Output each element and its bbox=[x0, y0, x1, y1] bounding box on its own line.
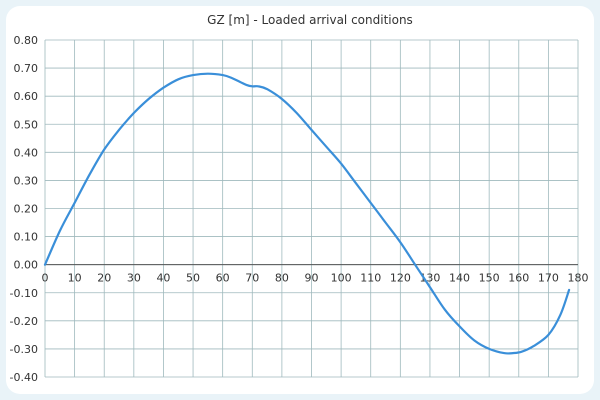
y-tick-label: 0.10 bbox=[14, 231, 39, 244]
y-tick-label: 0.00 bbox=[14, 259, 39, 272]
series-group bbox=[43, 72, 571, 355]
tick-labels: 0.80 0.70 0.60 0.50 0.40 0.30 0.20 0.10 0.00 -0.1… bbox=[10, 34, 589, 384]
y-tick-label: -0.30 bbox=[10, 343, 38, 356]
x-tick-label: 140 bbox=[449, 272, 470, 285]
y-tick-label: 0.40 bbox=[14, 146, 39, 159]
gz-series-line bbox=[43, 72, 571, 355]
x-tick-label: 40 bbox=[156, 272, 170, 285]
x-tick-label: 90 bbox=[305, 272, 319, 285]
x-tick-label: 150 bbox=[479, 272, 500, 285]
x-tick-label: 160 bbox=[508, 272, 529, 285]
x-tick-label: 30 bbox=[127, 272, 141, 285]
x-tick-label: 110 bbox=[360, 272, 381, 285]
x-tick-label: 100 bbox=[331, 272, 352, 285]
y-tick-label: 0.50 bbox=[14, 118, 39, 131]
x-tick-label: 60 bbox=[216, 272, 230, 285]
x-tick-label: 170 bbox=[538, 272, 559, 285]
y-tick-label: 0.70 bbox=[14, 62, 39, 75]
y-tick-label: 0.60 bbox=[14, 90, 39, 103]
y-tick-label: 0.30 bbox=[14, 174, 39, 187]
x-tick-label: 0 bbox=[42, 272, 49, 285]
y-tick-label: -0.20 bbox=[10, 315, 38, 328]
x-tick-label: 130 bbox=[419, 272, 440, 285]
x-tick-label: 10 bbox=[68, 272, 82, 285]
y-tick-label: -0.10 bbox=[10, 287, 38, 300]
grid bbox=[44, 39, 579, 378]
x-tick-label: 120 bbox=[390, 272, 411, 285]
y-tick-label: 0.80 bbox=[14, 34, 39, 47]
x-tick-label: 20 bbox=[97, 272, 111, 285]
x-tick-label: 70 bbox=[245, 272, 259, 285]
x-tick-label: 50 bbox=[186, 272, 200, 285]
y-tick-label: -0.40 bbox=[10, 371, 38, 384]
x-tick-label: 180 bbox=[568, 272, 589, 285]
chart-title: GZ [m] - Loaded arrival conditions bbox=[207, 13, 413, 27]
x-tick-label: 80 bbox=[275, 272, 289, 285]
y-tick-label: 0.20 bbox=[14, 203, 39, 216]
